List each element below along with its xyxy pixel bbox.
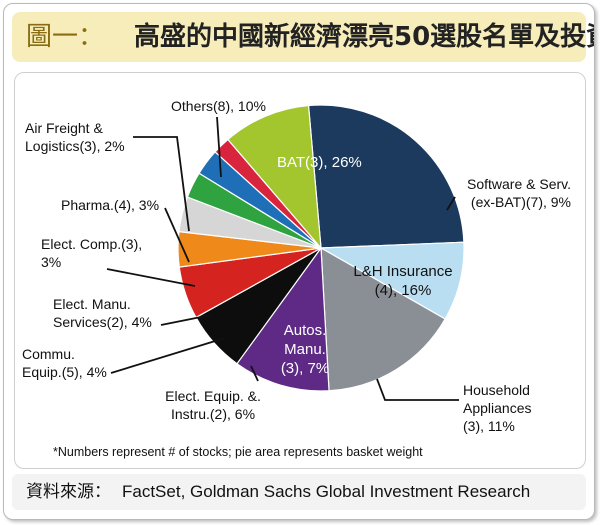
pie-slice-household <box>236 246 330 392</box>
chart-footnote: *Numbers represent # of stocks; pie area… <box>53 445 423 459</box>
slice-label-line: Pharma.(4), 3% <box>61 197 159 213</box>
source-bar: 資料來源： FactSet, Goldman Sachs Global Inve… <box>12 474 586 510</box>
slice-label-line: Software & Serv. <box>467 176 571 192</box>
leader-line-pharma-4-3 <box>164 207 190 263</box>
leader-line-others-8-10 <box>216 116 222 178</box>
slice-label-autos: Autos. Manu. (3), 7% <box>281 322 329 377</box>
page-title: 高盛的中國新經濟漂亮50選股名單及投資比重 <box>134 22 594 52</box>
title-bar: 圖一： 高盛的中國新經濟漂亮50選股名單及投資比重 <box>12 12 594 62</box>
slice-label-line: Commu. <box>22 346 75 362</box>
slice-label-line: Air Freight & <box>25 120 103 136</box>
slice-label-line: Elect. Comp.(3), <box>41 236 142 252</box>
slice-label-bat-3-26: BAT(3), 26% <box>277 154 362 171</box>
source-text: FactSet, Goldman Sachs Global Investment… <box>122 482 531 501</box>
slice-label-line: Others(8), 10% <box>171 98 266 114</box>
slice-label-line: Instru.(2), 6% <box>171 406 255 422</box>
slice-label-commu: Commu. Equip.(5), 4% <box>22 346 107 380</box>
leader-line-elect-comp-3 <box>106 268 196 287</box>
slice-label-line: Appliances <box>463 400 532 416</box>
slice-label-l-h-insurance: L&H Insurance (4), 16% <box>353 263 452 299</box>
figure-label: 圖一： <box>26 22 105 52</box>
slice-label-line: 3% <box>41 254 61 270</box>
slice-label-household: Household Appliances (3), 11% <box>463 382 532 434</box>
slice-label-software-serv: Software & Serv. (ex-BAT)(7), 9% <box>467 176 571 210</box>
slice-label-line: Equip.(5), 4% <box>22 364 107 380</box>
leader-line-elect-equip <box>250 365 259 382</box>
slice-label-line: Logistics(3), 2% <box>25 138 125 154</box>
source-label: 資料來源： <box>26 482 111 502</box>
slice-label-line: L&H Insurance <box>353 263 452 280</box>
slice-label-line: Household <box>463 382 530 398</box>
chart-panel: BAT(3), 26% Software & Serv. (ex-BAT)(7), … <box>14 72 586 469</box>
slice-label-pharma-4-3: Pharma.(4), 3% <box>61 197 159 213</box>
slice-label-line: Services(2), 4% <box>53 314 152 330</box>
slice-label-line: (3), 11% <box>463 418 515 434</box>
slice-label-line: Elect. Manu. <box>53 296 131 312</box>
pie-slice-l-h-insurance <box>320 246 446 392</box>
leader-line-software-serv <box>446 196 456 211</box>
slice-label-line: (4), 16% <box>375 282 432 299</box>
slice-label-line: BAT(3), 26% <box>277 154 362 171</box>
slice-label-line: (3), 7% <box>281 360 329 377</box>
leader-line-household <box>376 378 459 401</box>
slice-label-line: Elect. Equip. &. <box>165 388 261 404</box>
slice-label-others-8-10: Others(8), 10% <box>171 98 266 114</box>
infographic-frame: 圖一： 高盛的中國新經濟漂亮50選股名單及投資比重 BAT(3), 26% Sof… <box>3 3 595 520</box>
pie-slice-bat-3-26 <box>307 104 465 249</box>
leader-line-commu <box>110 337 226 374</box>
pie-chart: BAT(3), 26% Software & Serv. (ex-BAT)(7), … <box>22 98 571 434</box>
pie-slice-software-serv <box>318 241 465 320</box>
slice-label-line: Manu. <box>284 341 326 358</box>
leader-line-elect-manu <box>160 314 212 326</box>
slice-label-line: (ex-BAT)(7), 9% <box>471 194 571 210</box>
slice-label-air-freight: Air Freight & Logistics(3), 2% <box>25 120 125 154</box>
slice-labels: BAT(3), 26% Software & Serv. (ex-BAT)(7), … <box>22 98 571 434</box>
slice-label-elect-manu: Elect. Manu. Services(2), 4% <box>53 296 152 330</box>
slice-label-line: Autos. <box>284 322 327 339</box>
leader-lines <box>106 116 459 401</box>
slice-label-elect-comp-3: Elect. Comp.(3), 3% <box>41 236 142 270</box>
slice-label-elect-equip: Elect. Equip. &. Instru.(2), 6% <box>165 388 261 422</box>
pie-slice-others-8-10 <box>227 104 322 250</box>
leader-line-air-freight <box>133 136 190 232</box>
pie-slices <box>177 104 465 392</box>
